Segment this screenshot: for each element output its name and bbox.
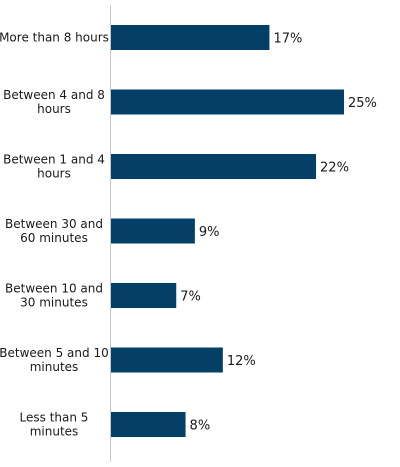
bar-4 [111, 283, 177, 308]
bar-5 [111, 347, 223, 373]
value-label-4: 7% [180, 290, 201, 305]
category-label-1: Between 4 and 8 hours [3, 88, 105, 116]
category-label-0: More than 8 hours [0, 31, 109, 45]
category-label-6: Less than 5 minutes [20, 411, 89, 439]
category-label-line: Between 1 and 4 [3, 153, 105, 167]
bar-3 [111, 218, 195, 244]
value-label-1: 25% [348, 96, 377, 111]
category-label-line: hours [37, 167, 71, 181]
value-labels-group: 17% 25% 22% 9% 7% 12% 8% [180, 32, 377, 434]
category-label-4: Between 10 and 30 minutes [5, 282, 103, 310]
value-label-2: 22% [320, 161, 349, 176]
value-label-5: 12% [227, 354, 256, 369]
value-label-6: 8% [190, 419, 211, 434]
category-label-line: minutes [30, 360, 79, 374]
category-label-3: Between 30 and 60 minutes [5, 217, 103, 245]
bar-6 [111, 412, 186, 437]
bar-0 [111, 25, 270, 50]
category-label-line: More than 8 hours [0, 31, 109, 45]
category-label-line: hours [37, 102, 71, 116]
bar-2 [111, 154, 317, 179]
category-label-line: Between 10 and [5, 282, 103, 296]
category-label-2: Between 1 and 4 hours [3, 153, 105, 181]
category-label-line: Between 4 and 8 [3, 88, 105, 102]
category-label-line: Less than 5 [20, 411, 89, 425]
bars-group [111, 25, 344, 437]
value-label-0: 17% [273, 32, 302, 47]
category-label-line: Between 30 and [5, 217, 103, 231]
category-label-line: minutes [30, 425, 79, 439]
category-label-line: 60 minutes [20, 231, 88, 245]
bar-1 [111, 89, 344, 115]
category-label-5: Between 5 and 10 minutes [0, 346, 109, 374]
value-label-3: 9% [199, 225, 220, 240]
category-label-line: Between 5 and 10 [0, 346, 109, 360]
category-label-line: 30 minutes [20, 296, 88, 310]
